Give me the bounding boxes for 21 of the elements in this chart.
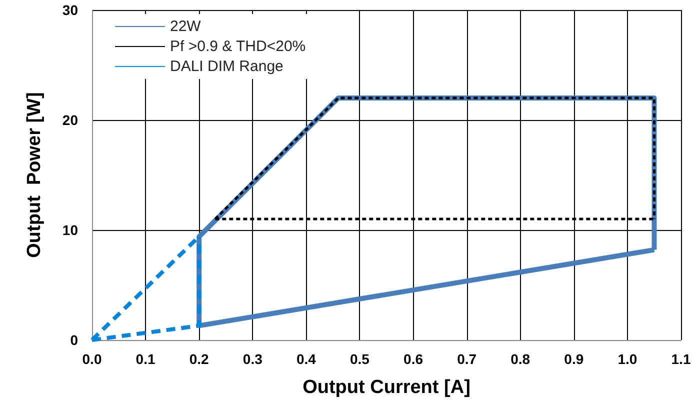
legend-label: Pf >0.9 & THD<20% [170, 38, 306, 55]
y-axis-title: Output Power [W] [24, 92, 45, 258]
x-tick-label: 1.1 [671, 351, 691, 367]
y-tick-label: 0 [70, 332, 78, 348]
x-tick-label: 0.6 [404, 351, 424, 367]
x-axis-title: Output Current [A] [302, 377, 470, 398]
x-tick-label: 0.3 [242, 351, 263, 367]
x-tick-label: 0.7 [457, 351, 477, 367]
legend-label: 22W [170, 18, 202, 35]
x-tick-label: 0.9 [564, 351, 584, 367]
legend-label: DALI DIM Range [170, 58, 284, 75]
y-tick-label: 20 [62, 112, 78, 128]
x-tick-label: 0.4 [296, 351, 316, 367]
x-tick-label: 0.5 [350, 351, 370, 367]
x-tick-label: 0.0 [82, 351, 102, 367]
x-tick-label: 0.1 [136, 351, 156, 367]
y-tick-label: 30 [62, 2, 78, 18]
y-tick-label: 10 [62, 222, 78, 238]
x-tick-label: 0.8 [510, 351, 530, 367]
x-tick-label: 0.2 [189, 351, 210, 367]
x-tick-label: 1.0 [618, 351, 638, 367]
